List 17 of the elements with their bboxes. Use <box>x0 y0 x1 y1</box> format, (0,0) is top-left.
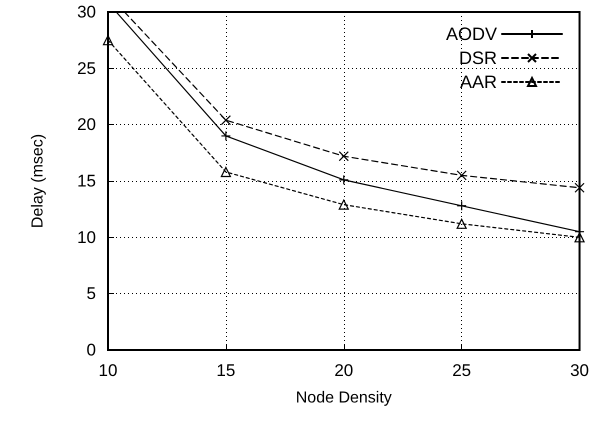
x-tick-label: 30 <box>570 361 590 380</box>
y-tick-label: 30 <box>77 2 96 22</box>
legend-label: AODV <box>446 24 497 44</box>
x-tick-label: 25 <box>452 361 472 380</box>
legend-label: AAR <box>460 72 497 92</box>
x-axis-title: Node Density <box>296 390 392 406</box>
y-tick-label: 0 <box>86 340 96 360</box>
y-tick-label: 25 <box>77 58 96 78</box>
x-tick-label: 15 <box>216 361 236 380</box>
x-tick-label: 10 <box>98 361 118 380</box>
x-tick-label: 20 <box>334 361 354 380</box>
y-tick-label: 5 <box>86 284 96 304</box>
y-tick-label: 10 <box>77 228 96 247</box>
y-tick-label: 15 <box>77 172 96 190</box>
y-tick-label: 20 <box>77 115 96 134</box>
y-axis-title: Delay (msec) <box>30 134 46 228</box>
legend-label: DSR <box>458 48 497 68</box>
